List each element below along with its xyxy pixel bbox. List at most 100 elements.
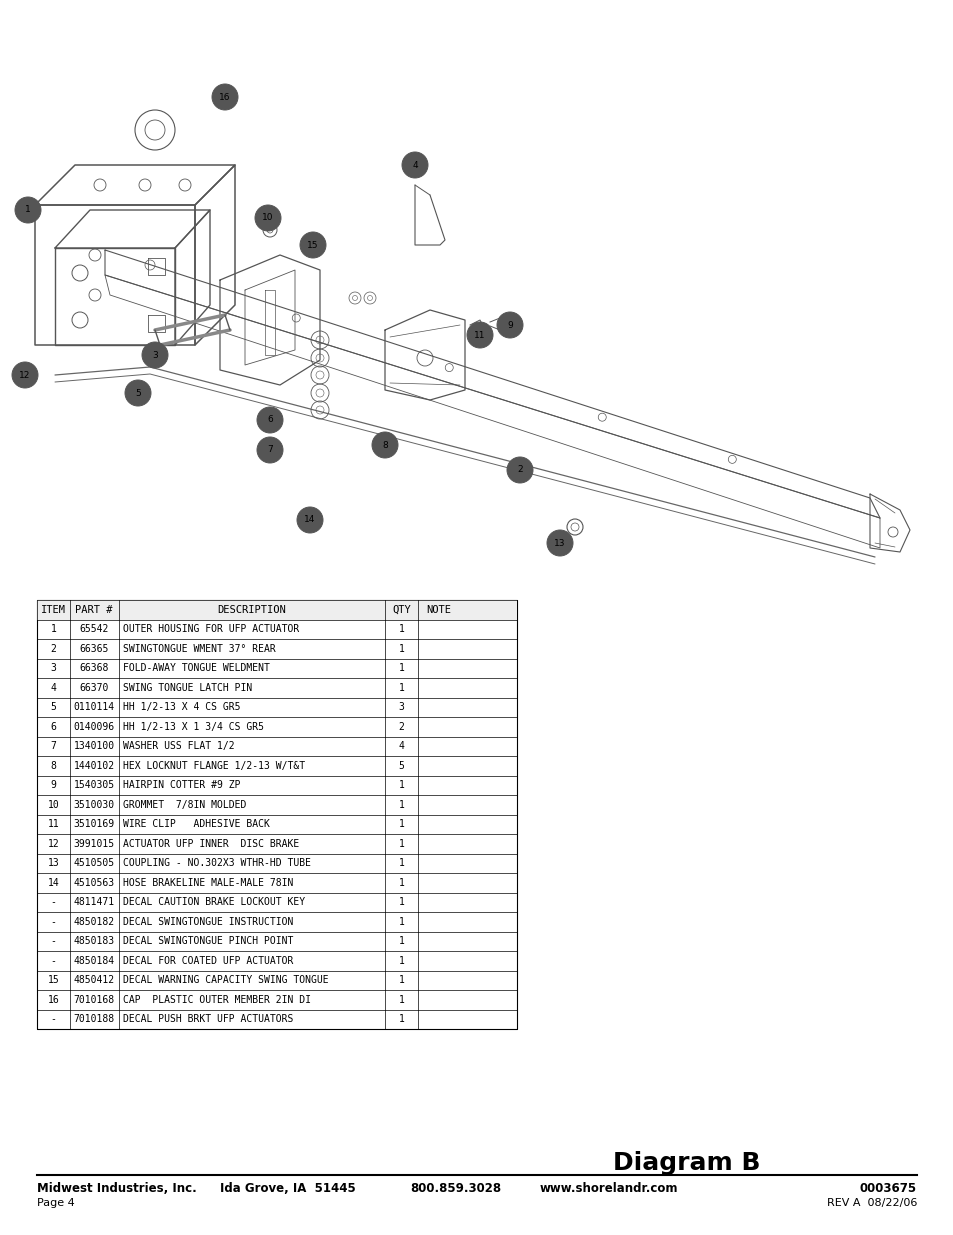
Text: -: -	[51, 916, 56, 926]
Text: WASHER USS FLAT 1/2: WASHER USS FLAT 1/2	[123, 741, 234, 751]
Text: 2: 2	[51, 643, 56, 653]
Text: 800.859.3028: 800.859.3028	[410, 1182, 500, 1195]
Text: 3510169: 3510169	[73, 819, 114, 829]
Text: DECAL CAUTION BRAKE LOCKOUT KEY: DECAL CAUTION BRAKE LOCKOUT KEY	[123, 898, 304, 908]
Text: 1: 1	[398, 643, 404, 653]
Text: 16: 16	[219, 93, 231, 101]
Text: 3991015: 3991015	[73, 839, 114, 848]
Text: SWINGTONGUE WMENT 37° REAR: SWINGTONGUE WMENT 37° REAR	[123, 643, 275, 653]
Text: 0003675: 0003675	[859, 1182, 916, 1195]
Text: HOSE BRAKELINE MALE-MALE 78IN: HOSE BRAKELINE MALE-MALE 78IN	[123, 878, 293, 888]
Text: 6: 6	[267, 415, 273, 425]
Circle shape	[15, 198, 41, 224]
Text: DECAL WARNING CAPACITY SWING TONGUE: DECAL WARNING CAPACITY SWING TONGUE	[123, 976, 328, 986]
Text: 0140096: 0140096	[73, 721, 114, 732]
Text: 1: 1	[398, 956, 404, 966]
Text: 2: 2	[517, 466, 522, 474]
Text: 66368: 66368	[79, 663, 109, 673]
Text: 4850184: 4850184	[73, 956, 114, 966]
Text: CAP  PLASTIC OUTER MEMBER 2IN DI: CAP PLASTIC OUTER MEMBER 2IN DI	[123, 994, 311, 1005]
Text: 8: 8	[382, 441, 388, 450]
Text: 16: 16	[48, 994, 59, 1005]
Circle shape	[497, 312, 522, 338]
Text: PART #: PART #	[75, 605, 112, 615]
Text: 1: 1	[398, 916, 404, 926]
Text: NOTE: NOTE	[426, 605, 451, 615]
Text: 2: 2	[398, 721, 404, 732]
Text: 9: 9	[51, 781, 56, 790]
Circle shape	[142, 342, 168, 368]
Text: Midwest Industries, Inc.: Midwest Industries, Inc.	[37, 1182, 196, 1195]
Text: 5: 5	[135, 389, 141, 398]
Text: 5: 5	[398, 761, 404, 771]
Text: HH 1/2-13 X 4 CS GR5: HH 1/2-13 X 4 CS GR5	[123, 703, 240, 713]
Text: 15: 15	[48, 976, 59, 986]
Text: 1540305: 1540305	[73, 781, 114, 790]
Text: QTY: QTY	[392, 605, 410, 615]
Text: 3: 3	[51, 663, 56, 673]
Text: 11: 11	[48, 819, 59, 829]
Text: 1: 1	[398, 994, 404, 1005]
Text: 9: 9	[507, 321, 513, 330]
Text: -: -	[51, 898, 56, 908]
Text: 12: 12	[48, 839, 59, 848]
Bar	[37, 600, 517, 1029]
Text: 7010168: 7010168	[73, 994, 114, 1005]
Text: SWING TONGUE LATCH PIN: SWING TONGUE LATCH PIN	[123, 683, 252, 693]
Text: DECAL SWINGTONGUE INSTRUCTION: DECAL SWINGTONGUE INSTRUCTION	[123, 916, 293, 926]
Text: 1: 1	[51, 624, 56, 635]
Circle shape	[296, 508, 323, 534]
Circle shape	[299, 232, 326, 258]
Text: 4850412: 4850412	[73, 976, 114, 986]
Text: 6: 6	[51, 721, 56, 732]
Text: 11: 11	[474, 331, 485, 340]
Text: HH 1/2-13 X 1 3/4 CS GR5: HH 1/2-13 X 1 3/4 CS GR5	[123, 721, 263, 732]
Text: 4510505: 4510505	[73, 858, 114, 868]
Text: COUPLING - NO.302X3 WTHR-HD TUBE: COUPLING - NO.302X3 WTHR-HD TUBE	[123, 858, 311, 868]
Text: 7: 7	[51, 741, 56, 751]
Text: GROMMET  7/8IN MOLDED: GROMMET 7/8IN MOLDED	[123, 800, 246, 810]
Text: 13: 13	[48, 858, 59, 868]
Text: 1: 1	[398, 878, 404, 888]
Circle shape	[506, 457, 533, 483]
Text: www.shorelandr.com: www.shorelandr.com	[539, 1182, 678, 1195]
Text: REV A  08/22/06: REV A 08/22/06	[825, 1198, 916, 1208]
Text: HEX LOCKNUT FLANGE 1/2-13 W/T&T: HEX LOCKNUT FLANGE 1/2-13 W/T&T	[123, 761, 304, 771]
Text: 1: 1	[398, 663, 404, 673]
Text: 1: 1	[398, 1014, 404, 1024]
Circle shape	[254, 205, 281, 231]
Circle shape	[372, 432, 397, 458]
Circle shape	[256, 437, 283, 463]
Text: Diagram B: Diagram B	[613, 1151, 760, 1176]
Text: 4850183: 4850183	[73, 936, 114, 946]
Circle shape	[546, 530, 573, 556]
Text: 1: 1	[398, 624, 404, 635]
Circle shape	[125, 380, 151, 406]
Text: 4: 4	[51, 683, 56, 693]
Text: 4850182: 4850182	[73, 916, 114, 926]
Text: 1: 1	[25, 205, 30, 215]
Text: DECAL FOR COATED UFP ACTUATOR: DECAL FOR COATED UFP ACTUATOR	[123, 956, 293, 966]
Text: 1: 1	[398, 781, 404, 790]
Bar	[37, 600, 517, 620]
Text: 7010188: 7010188	[73, 1014, 114, 1024]
Text: 3: 3	[152, 351, 157, 359]
Circle shape	[12, 362, 38, 388]
Text: 66370: 66370	[79, 683, 109, 693]
Text: 66365: 66365	[79, 643, 109, 653]
Text: 14: 14	[48, 878, 59, 888]
Text: -: -	[51, 956, 56, 966]
Text: 1: 1	[398, 683, 404, 693]
Text: 1440102: 1440102	[73, 761, 114, 771]
Circle shape	[256, 408, 283, 433]
Text: 1: 1	[398, 976, 404, 986]
Text: 1: 1	[398, 800, 404, 810]
Circle shape	[212, 84, 237, 110]
Text: 65542: 65542	[79, 624, 109, 635]
Text: OUTER HOUSING FOR UFP ACTUATOR: OUTER HOUSING FOR UFP ACTUATOR	[123, 624, 298, 635]
Text: 13: 13	[554, 538, 565, 547]
Circle shape	[401, 152, 428, 178]
Text: 1340100: 1340100	[73, 741, 114, 751]
Text: 4: 4	[412, 161, 417, 169]
Text: DECAL PUSH BRKT UFP ACTUATORS: DECAL PUSH BRKT UFP ACTUATORS	[123, 1014, 293, 1024]
